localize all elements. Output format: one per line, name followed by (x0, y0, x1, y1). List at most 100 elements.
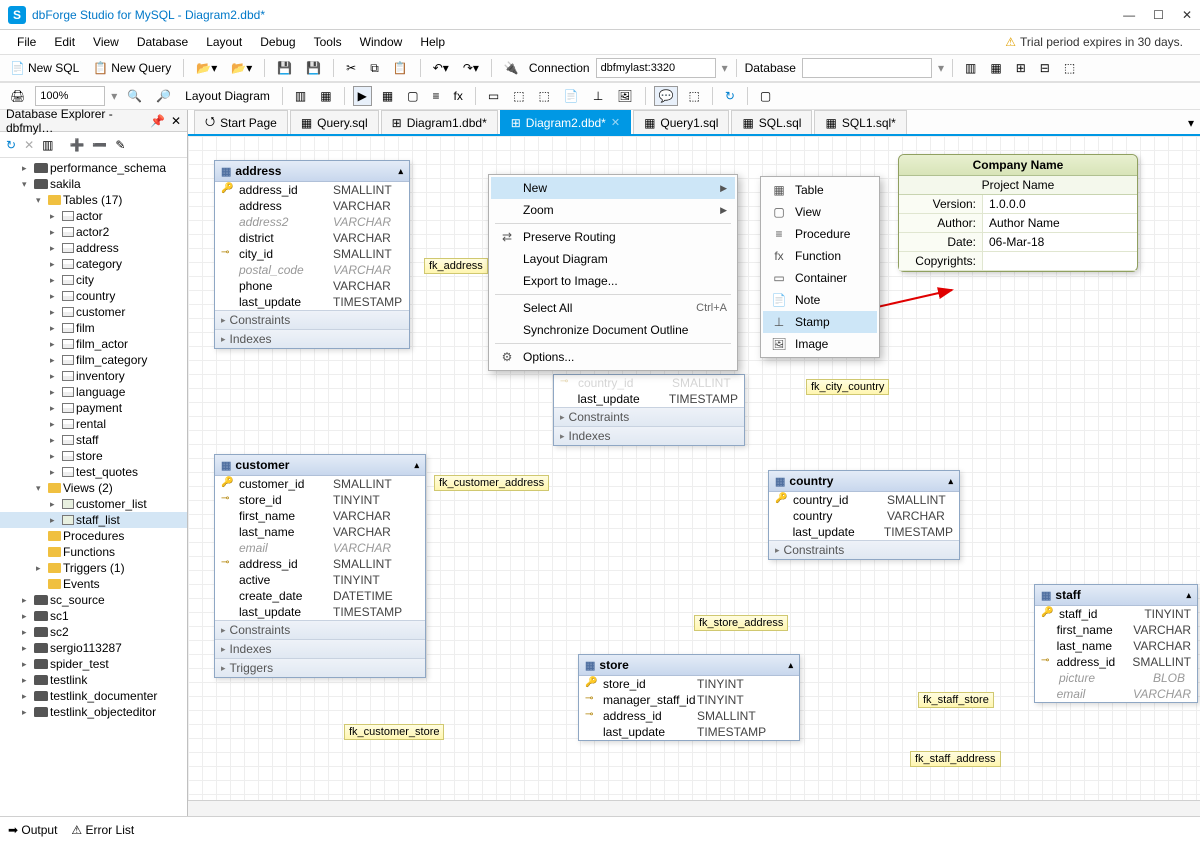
tree-item[interactable]: ▸ staff (0, 432, 187, 448)
tree-item[interactable]: ▸ actor (0, 208, 187, 224)
tree-item[interactable]: ▸ testlink_objecteditor (0, 704, 187, 720)
func-tool[interactable]: fx (450, 87, 467, 105)
image-tool[interactable]: 🖼 (613, 87, 636, 105)
tree-item[interactable]: ▸ actor2 (0, 224, 187, 240)
entity-section[interactable]: Indexes (215, 639, 425, 658)
menu-debug[interactable]: Debug (251, 32, 304, 52)
column-row[interactable]: last_updateTIMESTAMP (769, 524, 959, 540)
tree-item[interactable]: ▸ city (0, 272, 187, 288)
entity-header[interactable]: address▴ (215, 161, 409, 182)
table-tool[interactable]: ▦ (378, 87, 397, 105)
entity-country[interactable]: country▴🔑country_idSMALLINTcountryVARCHA… (768, 470, 960, 560)
column-row[interactable]: create_dateDATETIME (215, 588, 425, 604)
zoom-in-button[interactable]: 🔍 (123, 87, 146, 105)
redo-button[interactable]: ↷▾ (459, 59, 483, 77)
connection-combo[interactable] (596, 58, 716, 78)
column-row[interactable]: ⊸address_idSMALLINT (215, 556, 425, 572)
menu-database[interactable]: Database (128, 32, 197, 52)
fk-label[interactable]: fk_staff_address (910, 751, 1001, 767)
new-query-button[interactable]: 📋 New Query (89, 59, 175, 77)
menu-edit[interactable]: Edit (45, 32, 84, 52)
menu-tools[interactable]: Tools (305, 32, 351, 52)
entity-section[interactable]: Constraints (215, 310, 409, 329)
column-row[interactable]: address2VARCHAR (215, 214, 409, 230)
zoom-out-button[interactable]: 🔎 (152, 87, 175, 105)
view-tool[interactable]: ▢ (403, 87, 422, 105)
entity-section[interactable]: Indexes (215, 329, 409, 348)
column-row[interactable]: emailVARCHAR (215, 540, 425, 556)
column-row[interactable]: 🔑customer_idSMALLINT (215, 476, 425, 492)
tab-diagram1-dbd-[interactable]: ⊞Diagram1.dbd* (381, 110, 498, 134)
cut-button[interactable]: ✂ (342, 59, 360, 77)
print-button[interactable]: 🖨 (6, 87, 29, 105)
menu-layout[interactable]: Layout (197, 32, 251, 52)
fk-label[interactable]: fk_customer_store (344, 724, 444, 740)
column-row[interactable]: 🔑staff_idTINYINT (1035, 606, 1197, 622)
menu-item-synchronize-document-outline[interactable]: Synchronize Document Outline (491, 319, 735, 341)
relation-tool[interactable]: ⬚ (684, 87, 703, 105)
paste-button[interactable]: 📋 (389, 59, 412, 77)
connect-button[interactable]: 🔌 (500, 59, 523, 77)
fk-label[interactable]: fk_customer_address (434, 475, 549, 491)
tree-item[interactable]: ▸ testlink_documenter (0, 688, 187, 704)
tree-item[interactable]: ▸ inventory (0, 368, 187, 384)
filter-icon[interactable]: ▥ (42, 138, 53, 152)
tree-item[interactable]: Procedures (0, 528, 187, 544)
sidebar-pin-icon[interactable]: 📌 (150, 114, 165, 128)
menu-item-options---[interactable]: ⚙Options... (491, 346, 735, 368)
tree-item[interactable]: ▸ spider_test (0, 656, 187, 672)
tab-start-page[interactable]: ⭯Start Page (194, 110, 288, 134)
entity-header[interactable]: customer▴ (215, 455, 425, 476)
tool-b[interactable]: ▦ (316, 87, 335, 105)
menu-window[interactable]: Window (351, 32, 412, 52)
menu-item-procedure[interactable]: ≡Procedure (763, 223, 877, 245)
column-row[interactable]: activeTINYINT (215, 572, 425, 588)
refresh-tree-icon[interactable]: ↻ (6, 138, 16, 152)
menu-item-new[interactable]: New▶ (491, 177, 735, 199)
ungroup-tool[interactable]: ⬚ (535, 87, 554, 105)
entity-section[interactable]: Constraints (554, 407, 744, 426)
conn-edit-icon[interactable]: ✎ (115, 138, 125, 152)
tree-item[interactable]: ▸ film_category (0, 352, 187, 368)
tab-sql-sql[interactable]: ▦SQL.sql (731, 110, 812, 134)
tree-item[interactable]: ▸ staff_list (0, 512, 187, 528)
column-row[interactable]: addressVARCHAR (215, 198, 409, 214)
tree-item[interactable]: ▾ sakila (0, 176, 187, 192)
entity-partial[interactable]: ⊸country_idSMALLINTlast_updateTIMESTAMPC… (553, 374, 745, 446)
menu-item-table[interactable]: ▦Table (763, 179, 877, 201)
sidebar-close-icon[interactable]: ✕ (171, 114, 181, 128)
column-row[interactable]: postal_codeVARCHAR (215, 262, 409, 278)
menu-item-export-to-image---[interactable]: Export to Image... (491, 270, 735, 292)
proc-tool[interactable]: ≡ (429, 87, 444, 105)
entity-staff[interactable]: staff▴🔑staff_idTINYINTfirst_nameVARCHARl… (1034, 584, 1198, 703)
tree-item[interactable]: ▸ customer_list (0, 496, 187, 512)
container-tool[interactable]: ▭ (484, 87, 503, 105)
menu-item-zoom[interactable]: Zoom▶ (491, 199, 735, 221)
menu-item-note[interactable]: 📄Note (763, 289, 877, 311)
fk-label[interactable]: fk_city_country (806, 379, 889, 395)
column-row[interactable]: last_updateTIMESTAMP (215, 294, 409, 310)
column-row[interactable]: last_updateTIMESTAMP (579, 724, 799, 740)
column-row[interactable]: last_nameVARCHAR (215, 524, 425, 540)
stop-icon[interactable]: ✕ (24, 138, 34, 152)
tree-item[interactable]: ▸ address (0, 240, 187, 256)
menu-item-image[interactable]: 🖼Image (763, 333, 877, 355)
tree-item[interactable]: Events (0, 576, 187, 592)
tree-item[interactable]: ▸ sc2 (0, 624, 187, 640)
database-combo[interactable] (802, 58, 932, 78)
tabs-overflow-button[interactable]: ▾ (1182, 112, 1200, 134)
stamp-box[interactable]: Company NameProject NameVersion:1.0.0.0A… (898, 154, 1138, 272)
tree-item[interactable]: ▸ film (0, 320, 187, 336)
column-row[interactable]: phoneVARCHAR (215, 278, 409, 294)
column-row[interactable]: last_updateTIMESTAMP (215, 604, 425, 620)
entity-section[interactable]: Constraints (215, 620, 425, 639)
column-row[interactable]: pictureBLOB (1035, 670, 1197, 686)
column-row[interactable]: districtVARCHAR (215, 230, 409, 246)
menu-view[interactable]: View (84, 32, 128, 52)
column-row[interactable]: ⊸address_idSMALLINT (1035, 654, 1197, 670)
tab-sql1-sql-[interactable]: ▦SQL1.sql* (814, 110, 906, 134)
tree-item[interactable]: ▸ testlink (0, 672, 187, 688)
conn-add-icon[interactable]: ➕ (69, 138, 84, 152)
column-row[interactable]: last_nameVARCHAR (1035, 638, 1197, 654)
entity-section[interactable]: Constraints (769, 540, 959, 559)
